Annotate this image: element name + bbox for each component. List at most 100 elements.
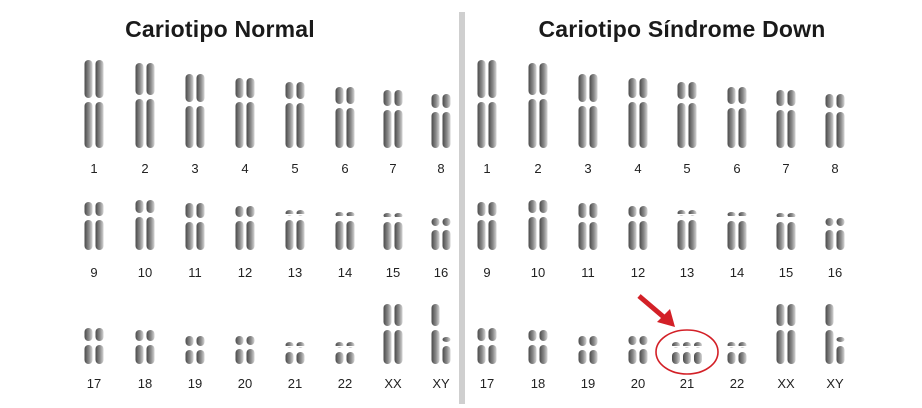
normal-chromosome-15-label: 15 — [386, 265, 400, 280]
down-chromosome-17-label: 17 — [480, 376, 494, 391]
normal-chromosome-22 — [335, 342, 355, 364]
normal-chromosome-4-label: 4 — [241, 161, 248, 176]
down-chromosome-3 — [578, 74, 598, 148]
down-chromosome-7-label: 7 — [782, 161, 789, 176]
down-chromosome-12 — [628, 206, 648, 250]
pointer-arrow-icon — [637, 294, 675, 327]
down-chromosome-1-label: 1 — [483, 161, 490, 176]
normal-chromosome-20 — [235, 336, 255, 364]
normal-chromosome-1-label: 1 — [90, 161, 97, 176]
normal-chromosome-xy — [431, 304, 451, 364]
normal-chromosome-18 — [135, 330, 155, 364]
normal-chromosome-8 — [431, 94, 451, 148]
normal-chromosome-xx-label: XX — [384, 376, 402, 391]
down-chromosome-5-label: 5 — [683, 161, 690, 176]
panel-divider — [459, 12, 465, 404]
down-chromosome-14-label: 14 — [730, 265, 744, 280]
down-chromosome-13-label: 13 — [680, 265, 694, 280]
down-chromosome-15-label: 15 — [779, 265, 793, 280]
down-chromosome-xx — [776, 304, 796, 364]
down-chromosome-21-label: 21 — [680, 376, 694, 391]
down-chromosome-14 — [727, 212, 747, 250]
normal-chromosome-16-label: 16 — [434, 265, 448, 280]
down-chromosome-18-label: 18 — [531, 376, 545, 391]
down-chromosome-16 — [825, 218, 845, 250]
down-chromosome-6 — [727, 87, 747, 148]
normal-chromosome-6 — [335, 87, 355, 148]
down-chromosome-17 — [477, 328, 497, 364]
normal-chromosome-13-label: 13 — [288, 265, 302, 280]
normal-chromosome-1 — [84, 60, 104, 148]
normal-chromosome-12-label: 12 — [238, 265, 252, 280]
normal-chromosome-13 — [285, 210, 305, 250]
normal-chromosome-9-label: 9 — [90, 265, 97, 280]
normal-chromosome-20-label: 20 — [238, 376, 252, 391]
normal-chromosome-14 — [335, 212, 355, 250]
normal-chromosome-7 — [383, 90, 403, 148]
down-chromosome-11 — [578, 203, 598, 250]
normal-chromosome-21 — [285, 342, 305, 364]
down-chromosome-21 — [672, 342, 702, 364]
down-chromosome-10 — [528, 200, 548, 250]
down-chromosome-19 — [578, 336, 598, 364]
down-chromosome-xy — [825, 304, 845, 364]
normal-chromosome-xx — [383, 304, 403, 364]
down-chromosome-3-label: 3 — [584, 161, 591, 176]
down-chromosome-2 — [528, 63, 548, 148]
down-chromosome-6-label: 6 — [733, 161, 740, 176]
normal-chromosome-4 — [235, 78, 255, 148]
down-chromosome-18 — [528, 330, 548, 364]
normal-chromosome-2-label: 2 — [141, 161, 148, 176]
normal-chromosome-14-label: 14 — [338, 265, 352, 280]
down-chromosome-8 — [825, 94, 845, 148]
normal-chromosome-21-label: 21 — [288, 376, 302, 391]
normal-chromosome-12 — [235, 206, 255, 250]
normal-chromosome-3 — [185, 74, 205, 148]
normal-chromosome-9 — [84, 202, 104, 250]
normal-chromosome-11 — [185, 203, 205, 250]
down-chromosome-4-label: 4 — [634, 161, 641, 176]
normal-chromosome-17 — [84, 328, 104, 364]
normal-chromosome-7-label: 7 — [389, 161, 396, 176]
down-chromosome-19-label: 19 — [581, 376, 595, 391]
normal-chromosome-2 — [135, 63, 155, 148]
down-chromosome-10-label: 10 — [531, 265, 545, 280]
panel-title-normal: Cariotipo Normal — [125, 16, 315, 42]
down-chromosome-13 — [677, 210, 697, 250]
down-chromosome-4 — [628, 78, 648, 148]
normal-chromosome-22-label: 22 — [338, 376, 352, 391]
down-chromosome-22-label: 22 — [730, 376, 744, 391]
normal-chromosome-16 — [431, 218, 451, 250]
normal-chromosome-5 — [285, 82, 305, 148]
down-chromosome-15 — [776, 213, 796, 250]
normal-chromosome-10-label: 10 — [138, 265, 152, 280]
normal-chromosome-5-label: 5 — [291, 161, 298, 176]
down-chromosome-11-label: 11 — [581, 265, 595, 280]
down-chromosome-20 — [628, 336, 648, 364]
normal-chromosome-11-label: 11 — [188, 265, 202, 280]
normal-chromosome-3-label: 3 — [191, 161, 198, 176]
normal-chromosome-19-label: 19 — [188, 376, 202, 391]
panel-title-down-syndrome: Cariotipo Síndrome Down — [538, 16, 826, 42]
trisomy-21-highlight-circle — [655, 329, 719, 375]
down-chromosome-20-label: 20 — [631, 376, 645, 391]
down-chromosome-xy-label: XY — [826, 376, 844, 391]
down-chromosome-7 — [776, 90, 796, 148]
normal-chromosome-17-label: 17 — [87, 376, 101, 391]
normal-chromosome-6-label: 6 — [341, 161, 348, 176]
normal-chromosome-xy-label: XY — [432, 376, 450, 391]
normal-chromosome-8-label: 8 — [437, 161, 444, 176]
normal-chromosome-15 — [383, 213, 403, 250]
down-chromosome-12-label: 12 — [631, 265, 645, 280]
down-chromosome-9-label: 9 — [483, 265, 490, 280]
down-chromosome-9 — [477, 202, 497, 250]
down-chromosome-1 — [477, 60, 497, 148]
normal-chromosome-10 — [135, 200, 155, 250]
down-chromosome-2-label: 2 — [534, 161, 541, 176]
normal-chromosome-19 — [185, 336, 205, 364]
down-chromosome-8-label: 8 — [831, 161, 838, 176]
down-chromosome-16-label: 16 — [828, 265, 842, 280]
down-chromosome-5 — [677, 82, 697, 148]
down-chromosome-xx-label: XX — [777, 376, 795, 391]
